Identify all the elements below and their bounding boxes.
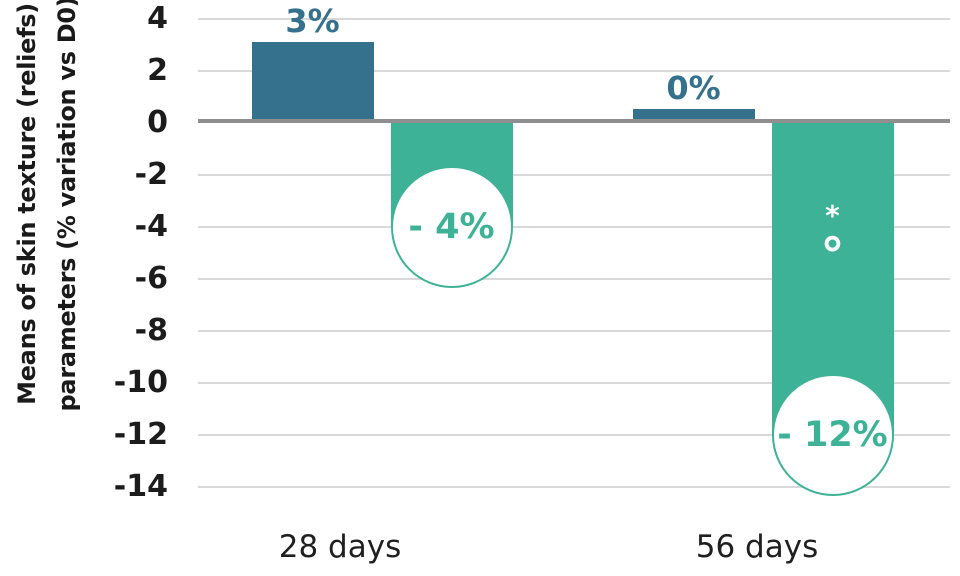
significance-degree-marker: ° bbox=[820, 228, 845, 284]
bar-value-label: 0% bbox=[666, 68, 721, 107]
gridline bbox=[198, 486, 950, 488]
y-tick-label: 4 bbox=[147, 1, 168, 36]
gridline bbox=[198, 174, 950, 176]
y-tick-label: -4 bbox=[134, 209, 168, 244]
y-tick-label: -10 bbox=[113, 365, 168, 400]
gridline bbox=[198, 70, 950, 72]
gridline bbox=[198, 18, 950, 20]
y-tick-label: -6 bbox=[134, 261, 168, 296]
x-axis-zero-line bbox=[198, 119, 950, 123]
gridline bbox=[198, 278, 950, 280]
y-tick-label: -14 bbox=[113, 469, 168, 504]
y-tick-label: 0 bbox=[147, 105, 168, 140]
y-tick-label: -2 bbox=[134, 157, 168, 192]
y-tick-label: -8 bbox=[134, 313, 168, 348]
x-axis-label: 28 days bbox=[278, 529, 402, 565]
x-axis-label: 56 days bbox=[695, 529, 819, 565]
gridline bbox=[198, 434, 950, 436]
gridline bbox=[198, 226, 950, 228]
y-tick-label: -12 bbox=[113, 417, 168, 452]
value-bubble: - 12% bbox=[771, 374, 894, 496]
bar-value-label: 3% bbox=[285, 2, 340, 41]
gridline bbox=[198, 382, 950, 384]
y-tick-label: 2 bbox=[147, 53, 168, 88]
significance-asterisk: * bbox=[825, 199, 840, 232]
gridline bbox=[198, 330, 950, 332]
value-bubble: - 4% bbox=[390, 166, 513, 288]
bar-blue bbox=[251, 42, 374, 123]
